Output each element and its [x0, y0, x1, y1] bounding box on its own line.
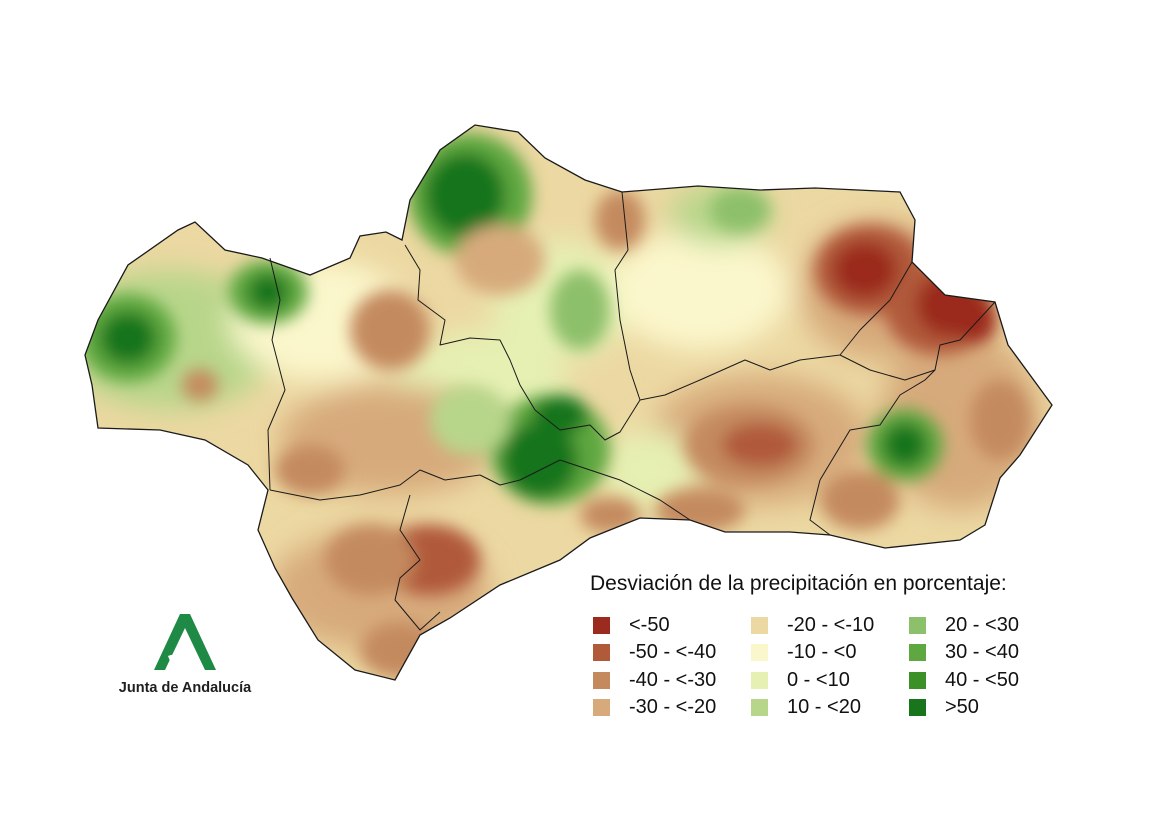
legend-item: -30 - <-20	[590, 694, 748, 721]
legend-item: <-50	[590, 612, 748, 639]
legend-item: 40 - <50	[906, 667, 1056, 694]
legend-item: -10 - <0	[748, 639, 906, 666]
legend-swatch	[593, 617, 610, 635]
legend-label: -10 - <0	[787, 641, 857, 664]
legend-label: 10 - <20	[787, 696, 861, 719]
legend-swatch	[751, 644, 768, 662]
legend-label: -20 - <-10	[787, 614, 875, 637]
legend-swatch	[909, 644, 926, 662]
legend-item: >50	[906, 694, 1056, 721]
legend-swatch	[909, 699, 926, 717]
legend-item: -20 - <-10	[748, 612, 906, 639]
province-boundaries	[267, 191, 996, 631]
legend-item: -50 - <-40	[590, 639, 748, 666]
legend-grid: <-50 -50 - <-40 -40 - <-30 -30 - <-20 -2…	[590, 612, 1060, 721]
legend-swatch	[751, 671, 768, 689]
legend-item: -40 - <-30	[590, 667, 748, 694]
legend-label: -30 - <-20	[629, 696, 717, 719]
andalucia-a-logo-icon	[154, 614, 216, 670]
junta-de-andalucia-logo: Junta de Andalucía	[110, 612, 260, 696]
legend-label: 20 - <30	[945, 614, 1019, 637]
legend-label: 0 - <10	[787, 668, 850, 691]
legend-swatch	[593, 699, 610, 717]
legend-swatch	[909, 671, 926, 689]
legend-label: -50 - <-40	[629, 641, 717, 664]
legend-label: -40 - <-30	[629, 668, 717, 691]
legend-label: 30 - <40	[945, 641, 1019, 664]
legend-item: 0 - <10	[748, 667, 906, 694]
legend-item: 10 - <20	[748, 694, 906, 721]
legend-item: 20 - <30	[906, 612, 1056, 639]
legend-item: 30 - <40	[906, 639, 1056, 666]
legend-swatch	[593, 671, 610, 689]
legend-swatch	[909, 617, 926, 635]
legend-label: >50	[945, 696, 979, 719]
legend: Desviación de la precipitación en porcen…	[590, 572, 1060, 721]
legend-title: Desviación de la precipitación en porcen…	[590, 572, 1007, 595]
legend-label: <-50	[629, 614, 670, 637]
legend-label: 40 - <50	[945, 668, 1019, 691]
legend-swatch	[593, 644, 610, 662]
legend-swatch	[751, 617, 768, 635]
legend-swatch	[751, 699, 768, 717]
logo-text: Junta de Andalucía	[118, 680, 252, 696]
